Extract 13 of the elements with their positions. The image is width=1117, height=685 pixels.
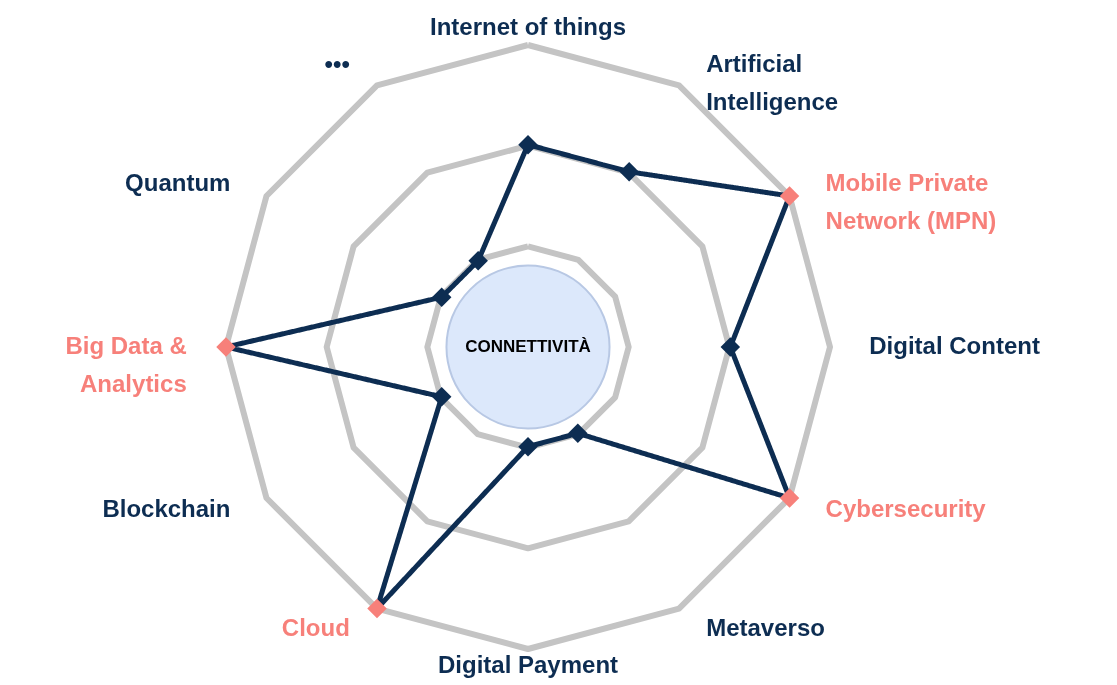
spoke-label: Digital Content — [869, 332, 1040, 359]
spoke-label: Big Data & Analytics — [65, 332, 187, 397]
spoke-label: Internet of things — [430, 13, 626, 41]
spoke-label: Quantum — [125, 168, 231, 196]
spoke-label: Artificial Intelligence — [706, 49, 839, 115]
spoke-label: Mobile Private Network (MPN) — [825, 168, 997, 234]
spoke-label: ••• — [324, 49, 350, 77]
spoke-label: Metaverso — [706, 614, 825, 642]
spoke-label: Cybersecurity — [825, 495, 987, 523]
spoke-label: Cloud — [281, 614, 350, 642]
spoke-label: Digital Payment — [437, 650, 619, 678]
spoke-label: Blockchain — [102, 495, 231, 523]
text: CONNETTIVITÀ — [465, 337, 591, 356]
